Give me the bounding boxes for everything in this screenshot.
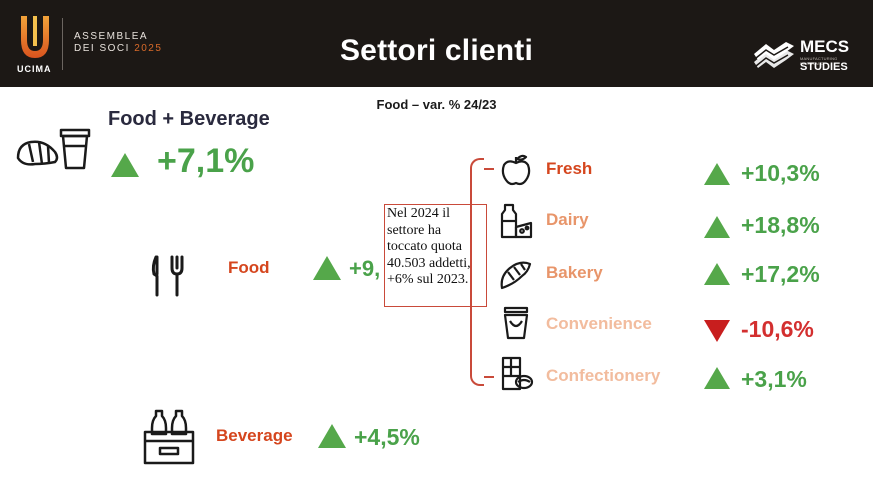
header-bar <box>0 0 873 87</box>
mecs-brand-name: MECS <box>800 37 850 56</box>
bracket-tick <box>484 376 494 378</box>
trend-up-icon <box>318 424 346 448</box>
trend-up-icon <box>704 263 730 285</box>
beverage-label: Beverage <box>216 426 293 445</box>
header-divider <box>62 18 63 70</box>
note-line: toccato quota <box>387 239 463 254</box>
food-label: Food <box>228 258 270 277</box>
event-line2: DEI SOCI <box>74 43 130 54</box>
category-label-convenience: Convenience <box>546 314 652 333</box>
category-bracket <box>470 158 484 386</box>
trend-up-icon <box>704 163 730 185</box>
beverage-value: +4,5% <box>354 424 420 450</box>
trend-up-icon <box>704 216 730 238</box>
trend-down-icon <box>704 320 730 342</box>
food-beverage-value: +7,1% <box>157 142 255 180</box>
fork-knife-icon <box>150 254 186 298</box>
category-label-dairy: Dairy <box>546 210 589 229</box>
category-value-dairy: +18,8% <box>741 212 820 238</box>
ucima-logo-icon <box>18 14 52 62</box>
food-value: +9, <box>349 256 381 281</box>
bracket-tick <box>484 168 494 170</box>
trend-up-icon <box>704 367 730 389</box>
category-value-convenience: -10,6% <box>741 316 814 342</box>
milk-cheese-icon <box>499 203 533 241</box>
yogurt-icon <box>500 305 532 341</box>
category-value-bakery: +17,2% <box>741 261 820 287</box>
chocolate-icon <box>500 356 534 392</box>
note-line: settore ha <box>387 222 442 238</box>
note-box: Nel 2024 il settore ha toccato quota 40.… <box>384 204 487 307</box>
apple-icon <box>500 153 532 187</box>
bottle-crate-icon <box>142 408 196 466</box>
event-name: ASSEMBLEA DEI SOCI 2025 <box>74 31 162 55</box>
note-line: 40.503 addetti, <box>387 255 471 271</box>
ucima-logo-text: UCIMA <box>17 64 52 74</box>
page-title: Settori clienti <box>339 34 534 67</box>
croissant-coffee-icon <box>15 124 95 172</box>
section-subtitle: Food – var. % 24/23 <box>376 97 497 112</box>
category-label-fresh: Fresh <box>546 159 593 178</box>
category-value-confectionery: +3,1% <box>741 366 807 392</box>
event-line1: ASSEMBLEA <box>74 31 149 42</box>
mecs-brand-studies: STUDIES <box>800 61 848 73</box>
note-line: Nel 2024 il <box>387 206 450 221</box>
category-value-fresh: +10,3% <box>741 160 820 186</box>
mecs-brand-tagline: MANUFACTURING ECONOMIC <box>800 56 838 66</box>
trend-up-icon <box>313 256 341 280</box>
mecs-logo-icon <box>752 40 796 72</box>
croissant-icon <box>498 258 534 292</box>
note-line: +6% sul 2023. <box>387 272 469 287</box>
category-label-confectionery: Confectionery <box>546 366 661 385</box>
trend-up-icon <box>111 153 139 177</box>
event-year: 2025 <box>134 43 163 54</box>
event-line2-wrap: DEI SOCI 2025 <box>74 43 162 55</box>
food-beverage-label: Food + Beverage <box>108 108 270 130</box>
category-label-bakery: Bakery <box>546 263 603 282</box>
